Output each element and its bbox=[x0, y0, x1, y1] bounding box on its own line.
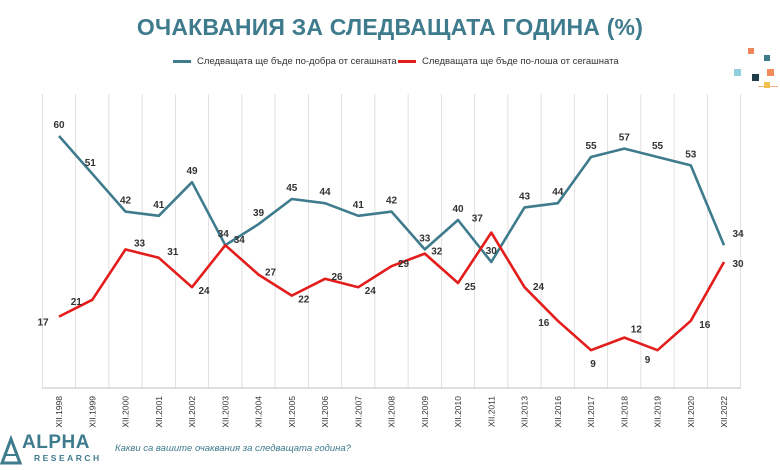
data-label-better: 39 bbox=[253, 208, 265, 219]
legend-item-worse: Следващата ще бъде по-лоша от сегашната bbox=[398, 56, 619, 67]
deco-square-navy bbox=[752, 74, 759, 81]
logo-text-alpha: ALPHA bbox=[22, 432, 90, 453]
data-label-worse: 24 bbox=[533, 282, 545, 293]
data-label-worse: 34 bbox=[234, 235, 246, 246]
x-tick-label: XII.2006 bbox=[320, 396, 330, 428]
data-label-better: 55 bbox=[652, 141, 664, 152]
x-tick-label: XII.2008 bbox=[387, 396, 397, 428]
x-tick-label: XII.2016 bbox=[553, 396, 563, 428]
legend-item-better: Следващата ще бъде по-добра от сегашната bbox=[173, 56, 397, 67]
data-label-better: 53 bbox=[685, 149, 697, 160]
legend-swatch-better bbox=[173, 60, 191, 63]
data-label-better: 51 bbox=[85, 158, 97, 169]
series-line-worse bbox=[58, 231, 726, 352]
data-label-worse: 16 bbox=[699, 320, 711, 331]
data-label-worse: 21 bbox=[71, 297, 83, 308]
data-label-worse: 24 bbox=[198, 286, 210, 297]
data-label-better: 42 bbox=[120, 196, 132, 207]
data-label-better: 41 bbox=[153, 200, 165, 211]
survey-question: Какви са вашите очаквания за следващата … bbox=[115, 443, 351, 454]
chart-data-labels: 60 51 42 41 49 34 39 45 44 41 42 33 40 30 43 44 55 57 55 53… bbox=[37, 120, 744, 370]
deco-square-yellow bbox=[764, 82, 770, 88]
legend-label-worse: Следващата ще бъде по-лоша от сегашната bbox=[422, 56, 619, 67]
data-label-better: 43 bbox=[519, 191, 531, 202]
x-tick-label: XII.2011 bbox=[486, 396, 496, 427]
data-label-better: 42 bbox=[386, 196, 398, 207]
data-label-worse: 16 bbox=[538, 318, 550, 329]
deco-square-salmon bbox=[767, 69, 774, 76]
data-label-worse: 22 bbox=[298, 295, 310, 306]
x-tick-label: XII.2020 bbox=[686, 396, 696, 428]
x-tick-label: XII.2009 bbox=[420, 396, 430, 428]
data-label-better: 49 bbox=[186, 166, 198, 177]
logo-icon bbox=[0, 435, 22, 465]
x-tick-label: XII.2005 bbox=[287, 396, 297, 428]
deco-square-lightblue bbox=[734, 69, 741, 76]
data-label-better: 55 bbox=[585, 141, 597, 152]
data-label-worse: 37 bbox=[472, 214, 484, 225]
x-tick-label: XII.2013 bbox=[520, 396, 530, 428]
x-tick-label: XII.2002 bbox=[187, 396, 197, 428]
data-label-worse: 12 bbox=[631, 325, 643, 336]
data-label-better: 34 bbox=[732, 229, 744, 240]
data-label-worse: 30 bbox=[732, 259, 744, 270]
x-tick-label: XII.2010 bbox=[453, 396, 463, 428]
data-label-better: 57 bbox=[619, 133, 631, 144]
data-label-better: 60 bbox=[53, 120, 65, 131]
deco-square-orange bbox=[748, 48, 754, 54]
legend-label-better: Следващата ще бъде по-добра от сегашната bbox=[197, 56, 397, 67]
x-tick-label: XII.2004 bbox=[254, 396, 264, 428]
legend-swatch-worse bbox=[398, 60, 416, 63]
data-label-better: 41 bbox=[353, 200, 365, 211]
alpha-research-logo: ALPHA RESEARCH bbox=[0, 432, 108, 470]
x-tick-label: XII.2000 bbox=[121, 396, 131, 428]
data-label-better: 33 bbox=[419, 233, 431, 244]
x-tick-label: XII.1999 bbox=[87, 396, 97, 428]
data-label-better: 45 bbox=[286, 183, 298, 194]
x-tick-label: XII.2007 bbox=[353, 396, 363, 428]
chart-title: ОЧАКВАНИЯ ЗА СЛЕДВАЩАТА ГОДИНА (%) bbox=[136, 14, 644, 40]
data-label-better: 44 bbox=[552, 187, 564, 198]
x-tick-label: XII.2022 bbox=[719, 396, 729, 428]
data-label-worse: 17 bbox=[37, 318, 49, 329]
data-label-worse: 27 bbox=[265, 268, 277, 279]
data-label-worse: 25 bbox=[464, 282, 476, 293]
data-label-better: 30 bbox=[486, 246, 498, 257]
data-label-better: 34 bbox=[218, 229, 230, 240]
data-label-worse: 33 bbox=[134, 238, 146, 249]
data-label-worse: 31 bbox=[167, 247, 179, 258]
x-tick-label: XII.2019 bbox=[653, 396, 663, 428]
data-label-worse: 24 bbox=[365, 286, 377, 297]
data-label-worse: 9 bbox=[645, 355, 651, 366]
x-tick-label: XII.2003 bbox=[220, 396, 230, 428]
series-line-better bbox=[58, 135, 726, 264]
x-tick-label: XII.2017 bbox=[586, 396, 596, 428]
data-label-worse: 32 bbox=[431, 247, 443, 258]
data-label-better: 40 bbox=[452, 204, 464, 215]
deco-square-teal bbox=[764, 55, 770, 61]
x-tick-label: XII.2018 bbox=[619, 396, 629, 428]
chart-grid bbox=[41, 94, 742, 389]
chart-series-lines bbox=[58, 135, 726, 352]
logo-text-research: RESEARCH bbox=[34, 453, 102, 463]
x-tick-label: XII.2001 bbox=[154, 396, 164, 428]
x-tick-label: XII.1998 bbox=[54, 396, 64, 428]
data-label-worse: 26 bbox=[331, 272, 343, 283]
data-label-worse: 29 bbox=[398, 259, 410, 270]
data-label-worse: 9 bbox=[590, 359, 596, 370]
data-label-better: 44 bbox=[319, 187, 331, 198]
chart-x-ticks: XII.1998 XII.1999 XII.2000 XII.2001 XII.2002… bbox=[54, 396, 729, 428]
